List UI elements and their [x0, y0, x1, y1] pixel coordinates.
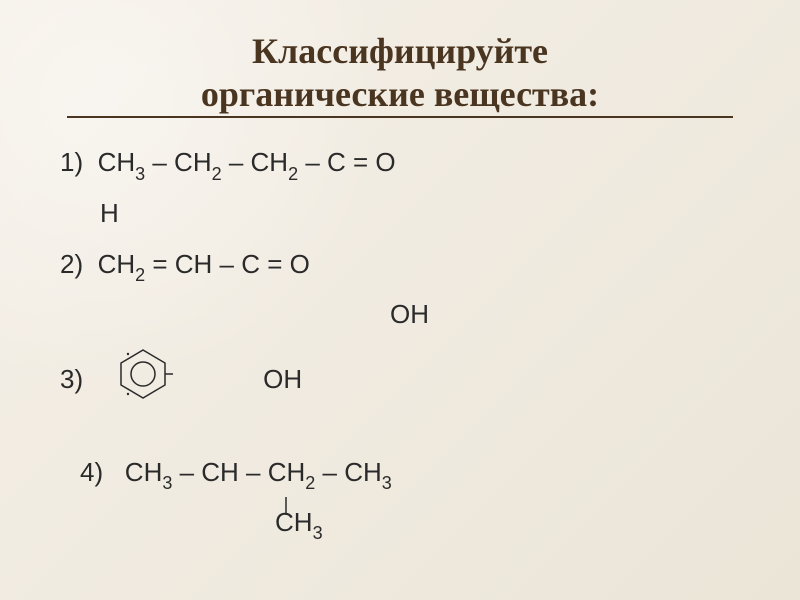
formula-1-branch: Н [100, 194, 740, 233]
formula-1-main: 1) СН3 – СН2 – СН2 – С = О [60, 143, 740, 185]
title-line-1: Классифицируйте [252, 31, 548, 71]
formula-4-branch: СН3 [275, 503, 740, 545]
slide-content: 1) СН3 – СН2 – СН2 – С = О Н 2) СН2 = СН… [60, 143, 740, 545]
formula-2-branch: ОН [390, 295, 740, 334]
formula-2-main: 2) СН2 = СН – С = О [60, 245, 740, 287]
formula-3-oh: ОН [263, 360, 302, 399]
formula-3: 3) ОН [60, 346, 740, 413]
formula-4-main: 4) СН3 – СН – СН2 – СН3 [80, 453, 740, 495]
benzene-ring-icon [113, 346, 173, 413]
formula-3-number: 3) [60, 360, 83, 399]
title-line-2: органические вещества: [201, 74, 599, 114]
title-underline [67, 116, 733, 118]
slide-title: Классифицируйте органические вещества: [60, 30, 740, 118]
bond-line-icon [285, 497, 287, 515]
